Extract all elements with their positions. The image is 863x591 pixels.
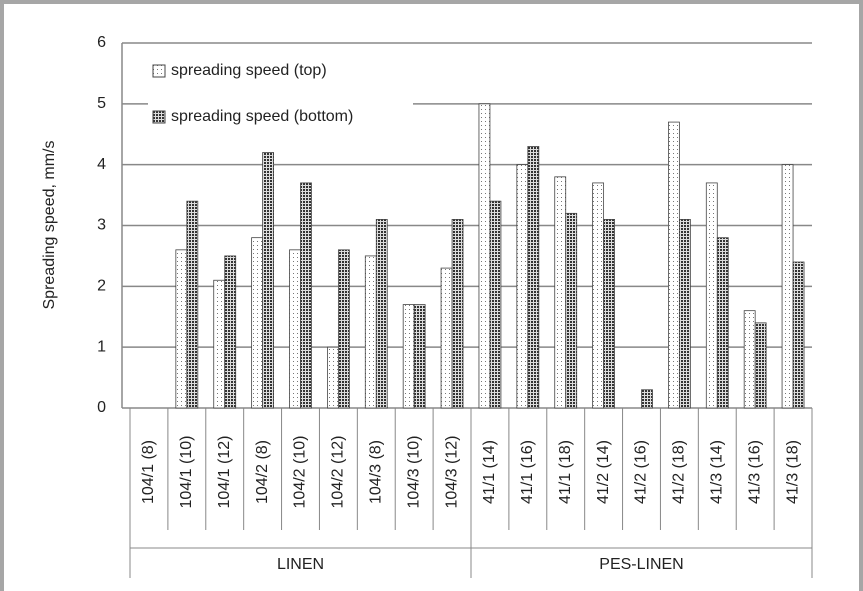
bar	[327, 346, 339, 409]
bar	[603, 219, 615, 409]
legend: spreading speed (top) spreading speed (bo…	[148, 55, 413, 135]
x-tick-label: 104/1 (10)	[178, 436, 195, 509]
x-tick-label: 104/1 (12)	[216, 436, 233, 509]
x-tick-label: 104/3 (12)	[443, 436, 460, 509]
bar	[478, 103, 491, 409]
y-tick-label: 0	[97, 399, 106, 416]
x-tick-label: 104/3 (8)	[367, 440, 384, 504]
bar	[224, 255, 237, 409]
x-tick-label: 104/3 (10)	[405, 436, 422, 509]
bar	[262, 152, 274, 409]
bar	[213, 279, 226, 409]
x-tick-label: 41/1 (14)	[481, 440, 498, 504]
bar	[678, 219, 691, 409]
legend-label: spreading speed (top)	[171, 62, 327, 79]
group-label: LINEN	[277, 556, 324, 573]
bar	[792, 261, 805, 409]
x-tick-label: 104/2 (12)	[330, 436, 347, 509]
legend-box	[148, 55, 413, 135]
bar	[516, 164, 529, 409]
x-tick-label: 104/2 (8)	[254, 440, 271, 504]
legend-label: spreading speed (bottom)	[171, 108, 353, 125]
y-tick-label: 6	[97, 34, 106, 51]
y-tick-label: 3	[97, 217, 106, 234]
bar	[592, 182, 605, 409]
bar	[705, 182, 718, 409]
y-tick-label: 5	[97, 95, 106, 112]
x-tick-label: 41/2 (18)	[671, 440, 688, 504]
bar	[289, 249, 301, 409]
x-tick-label: 41/2 (16)	[633, 440, 650, 504]
bar	[527, 146, 540, 409]
y-tick-label: 1	[97, 338, 106, 355]
bar	[402, 304, 415, 409]
bar	[743, 310, 756, 409]
bar	[781, 164, 794, 409]
x-tick-label: 41/1 (16)	[519, 440, 536, 504]
bar	[451, 219, 464, 409]
bar	[440, 267, 453, 409]
y-tick-label: 4	[97, 156, 106, 173]
bar	[364, 255, 377, 409]
bar	[186, 200, 199, 409]
x-tick-label: 41/2 (14)	[595, 440, 612, 504]
bar	[754, 322, 767, 409]
bar	[554, 176, 567, 409]
bar	[413, 304, 426, 409]
bar	[565, 212, 578, 409]
bar	[641, 389, 653, 409]
bar	[337, 249, 350, 409]
bar	[489, 200, 502, 409]
x-tick-label: 41/1 (18)	[557, 440, 574, 504]
legend-swatch	[152, 64, 166, 78]
bar	[716, 237, 729, 409]
y-tick-label: 2	[97, 278, 106, 295]
bar	[175, 249, 188, 409]
group-label: PES-LINEN	[599, 556, 683, 573]
x-tick-label: 41/3 (14)	[708, 440, 725, 504]
legend-swatch	[152, 110, 166, 124]
x-tick-label: 104/2 (10)	[292, 436, 309, 509]
bar	[375, 219, 388, 409]
bar	[251, 237, 264, 409]
x-tick-label: 104/1 (8)	[140, 440, 157, 504]
bar	[300, 182, 312, 409]
bar	[668, 121, 680, 409]
x-tick-label: 41/3 (16)	[746, 440, 763, 504]
x-tick-label: 41/3 (18)	[784, 440, 801, 504]
y-axis-label: Spreading speed, mm/s	[41, 141, 58, 310]
